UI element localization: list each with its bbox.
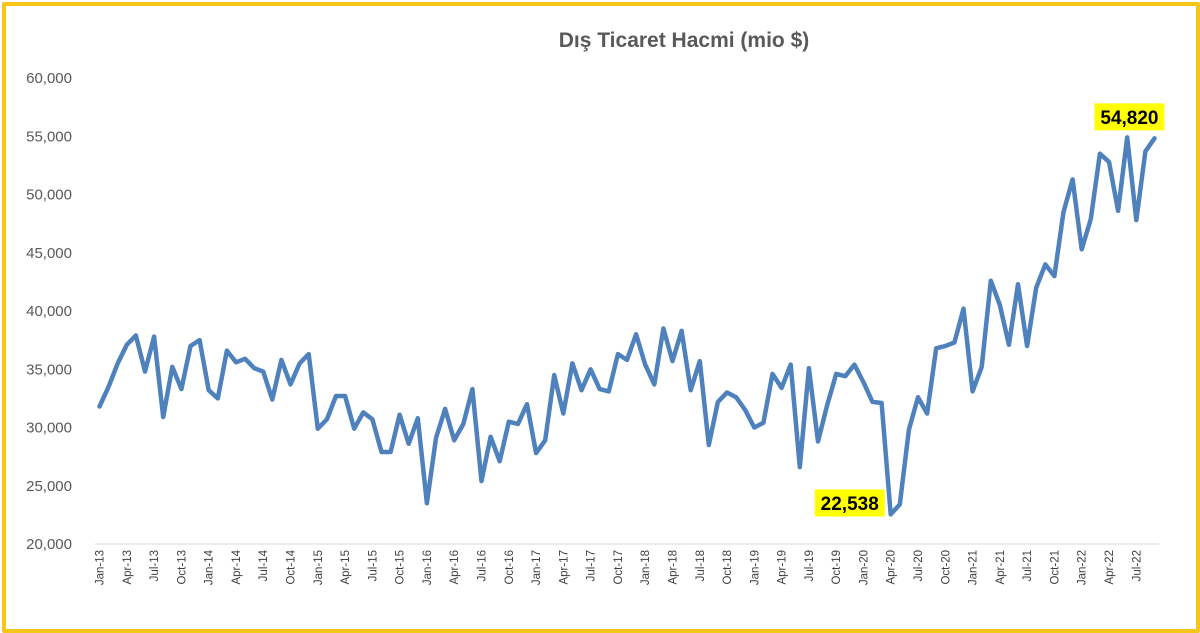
x-tick-label: Oct-14: [286, 549, 298, 584]
x-tick-label: Jan-14: [204, 549, 216, 585]
y-tick-label: 30,000: [26, 420, 72, 437]
x-tick-label: Jan-21: [968, 550, 980, 585]
y-tick-label: 45,000: [26, 245, 72, 262]
y-tick-label: 20,000: [26, 536, 72, 553]
x-tick-label: Jul-18: [695, 550, 707, 581]
x-tick-label: Oct-13: [176, 550, 188, 585]
x-tick-label: Jul-19: [804, 550, 816, 581]
x-tick-label: Jul-20: [913, 550, 925, 581]
x-tick-label: Jan-17: [531, 550, 543, 585]
data-label-highlight: [1094, 103, 1165, 131]
x-tick-label: Jan-16: [422, 550, 434, 585]
y-tick-label: 50,000: [26, 187, 72, 204]
x-tick-label: Apr-14: [231, 549, 243, 584]
x-tick-label: Oct-15: [395, 550, 407, 585]
x-tick-label: Apr-22: [1104, 550, 1116, 585]
annotation-layer: 22,538 54,820: [814, 103, 1165, 517]
x-tick-label: Oct-16: [504, 550, 516, 585]
data-label-annotation: 54,820: [1094, 103, 1165, 131]
x-tick-label: Jan-18: [640, 550, 652, 585]
x-tick-label: Jul-14: [258, 549, 270, 581]
data-label-text: 22,538: [821, 494, 879, 515]
x-tick-label: Apr-19: [777, 550, 789, 585]
x-tick-label: Jan-13: [95, 550, 107, 585]
y-tick-label: 55,000: [26, 128, 72, 145]
y-tick-label: 60,000: [26, 70, 72, 87]
x-tick-label: Jan-22: [1077, 550, 1089, 585]
series-layer: [97, 135, 1157, 517]
y-tick-label: 25,000: [26, 478, 72, 495]
x-tick-label: Apr-20: [886, 550, 898, 585]
x-tick-label: Jan-19: [749, 550, 761, 585]
x-tick-label: Jan-15: [313, 550, 325, 585]
y-tick-label: 35,000: [26, 361, 72, 378]
x-tick-label: Oct-21: [1049, 550, 1061, 585]
x-axis: Jan-13 Apr-13 Jul-13 Oct-13 Jan-14 Apr-14 Jul-…: [95, 543, 1159, 585]
x-tick-label: Oct-19: [831, 550, 843, 585]
data-label-text: 54,820: [1100, 108, 1158, 129]
y-axis: 20,000 25,000 30,000 35,000 40,000 45,000 50,0…: [26, 70, 72, 553]
x-tick-label: Apr-15: [340, 550, 352, 585]
x-tick-label: Jul-17: [586, 550, 598, 581]
x-tick-label: Jul-21: [1022, 550, 1034, 581]
x-tick-label: Jul-15: [367, 550, 379, 581]
x-tick-label: Jul-13: [149, 550, 161, 581]
x-tick-label: Apr-16: [449, 550, 461, 585]
series-line: [97, 135, 1157, 517]
x-tick-label: Jul-22: [1131, 550, 1143, 581]
x-tick-label: Oct-17: [613, 550, 625, 585]
chart-title: Dış Ticaret Hacmi (mio $): [559, 29, 810, 52]
data-label-highlight: [814, 489, 885, 517]
y-tick-label: 40,000: [26, 303, 72, 320]
x-tick-label: Oct-18: [722, 550, 734, 585]
x-tick-label: Oct-20: [940, 550, 952, 585]
x-tick-label: Jan-20: [858, 550, 870, 585]
x-tick-label: Jul-16: [476, 550, 488, 581]
x-tick-label: Apr-17: [558, 550, 570, 585]
data-label-annotation: 22,538: [814, 489, 885, 517]
line-chart: Dış Ticaret Hacmi (mio $) 20,000 25,000 30…: [26, 29, 1165, 585]
x-tick-label: Apr-21: [995, 550, 1007, 585]
x-tick-label: Apr-18: [667, 550, 679, 585]
x-tick-label: Apr-13: [122, 550, 134, 585]
